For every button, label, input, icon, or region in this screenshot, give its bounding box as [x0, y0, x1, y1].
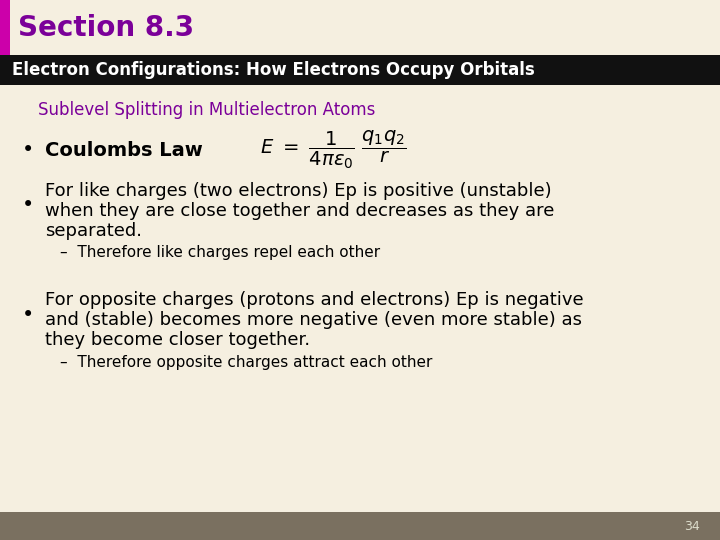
Text: •: • — [22, 195, 35, 215]
Text: Section 8.3: Section 8.3 — [18, 14, 194, 42]
Text: •: • — [22, 140, 35, 160]
Bar — [0, 55, 720, 85]
Text: Electron Configurations: How Electrons Occupy Orbitals: Electron Configurations: How Electrons O… — [12, 61, 535, 79]
Text: Sublevel Splitting in Multielectron Atoms: Sublevel Splitting in Multielectron Atom… — [38, 101, 375, 119]
Text: Coulombs Law: Coulombs Law — [45, 140, 203, 159]
Text: –  Therefore opposite charges attract each other: – Therefore opposite charges attract eac… — [60, 354, 433, 369]
Text: –  Therefore like charges repel each other: – Therefore like charges repel each othe… — [60, 246, 380, 260]
Text: they become closer together.: they become closer together. — [45, 331, 310, 349]
Bar — [0, 0, 10, 55]
Text: and (stable) becomes more negative (even more stable) as: and (stable) becomes more negative (even… — [45, 311, 582, 329]
Text: when they are close together and decreases as they are: when they are close together and decreas… — [45, 202, 554, 220]
Text: 34: 34 — [684, 519, 700, 532]
Text: For opposite charges (protons and electrons) Ep is negative: For opposite charges (protons and electr… — [45, 291, 584, 309]
Text: separated.: separated. — [45, 222, 142, 240]
Text: $E\ =\ \dfrac{1}{4\pi\varepsilon_0}\ \dfrac{q_1q_2}{r}$: $E\ =\ \dfrac{1}{4\pi\varepsilon_0}\ \df… — [260, 129, 407, 171]
Text: •: • — [22, 305, 35, 325]
Text: For like charges (two electrons) Ep is positive (unstable): For like charges (two electrons) Ep is p… — [45, 182, 552, 200]
Bar — [0, 512, 720, 540]
